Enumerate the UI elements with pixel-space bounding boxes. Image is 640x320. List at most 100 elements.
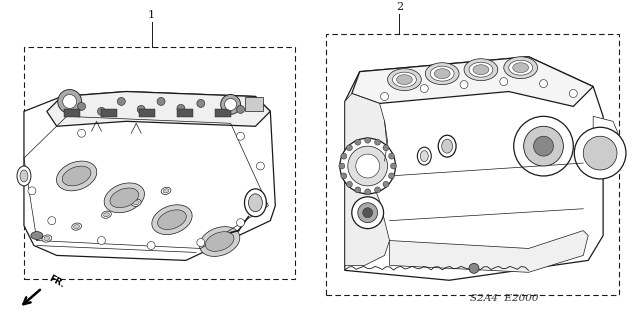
Circle shape [221, 94, 241, 114]
Ellipse shape [513, 63, 529, 73]
Polygon shape [390, 231, 588, 272]
Ellipse shape [434, 69, 450, 79]
Circle shape [365, 137, 371, 143]
Circle shape [97, 236, 106, 244]
Ellipse shape [74, 225, 79, 229]
Circle shape [514, 116, 573, 176]
Circle shape [117, 98, 125, 105]
Bar [140, 109, 155, 117]
Text: 2: 2 [396, 2, 403, 12]
Ellipse shape [430, 66, 454, 81]
Ellipse shape [31, 232, 43, 240]
Ellipse shape [161, 187, 171, 195]
Circle shape [237, 219, 244, 227]
Circle shape [352, 197, 383, 228]
Circle shape [540, 80, 547, 88]
Bar [24, 47, 294, 279]
Ellipse shape [104, 183, 145, 213]
Circle shape [147, 242, 155, 250]
Ellipse shape [205, 232, 234, 251]
Circle shape [137, 105, 145, 113]
Circle shape [363, 208, 372, 218]
Text: 1: 1 [148, 10, 155, 20]
Ellipse shape [133, 201, 139, 205]
Ellipse shape [56, 161, 97, 191]
Polygon shape [593, 116, 618, 166]
Circle shape [77, 129, 86, 137]
Circle shape [339, 163, 345, 169]
Circle shape [346, 181, 353, 187]
Circle shape [225, 99, 237, 110]
Polygon shape [345, 57, 603, 280]
Ellipse shape [509, 60, 532, 75]
Circle shape [374, 187, 381, 193]
Bar [177, 109, 193, 117]
Circle shape [341, 153, 347, 159]
Polygon shape [47, 92, 270, 126]
Polygon shape [24, 92, 275, 260]
Ellipse shape [388, 69, 421, 91]
Ellipse shape [20, 170, 28, 182]
Circle shape [257, 162, 264, 170]
Circle shape [97, 108, 106, 116]
Polygon shape [352, 57, 593, 107]
Circle shape [48, 217, 56, 225]
Circle shape [383, 181, 389, 187]
Ellipse shape [248, 194, 262, 212]
Bar [214, 109, 230, 117]
Bar [102, 109, 117, 117]
Text: S2A4  E2000: S2A4 E2000 [470, 294, 539, 303]
Ellipse shape [131, 199, 141, 206]
Ellipse shape [417, 147, 431, 165]
Text: FR.: FR. [47, 274, 66, 290]
Circle shape [358, 203, 378, 223]
Ellipse shape [397, 75, 412, 84]
Circle shape [469, 263, 479, 273]
Bar [246, 98, 264, 111]
Circle shape [356, 154, 380, 178]
Ellipse shape [110, 188, 139, 208]
Ellipse shape [104, 212, 109, 217]
Circle shape [583, 136, 617, 170]
Circle shape [77, 102, 86, 110]
Circle shape [348, 146, 388, 186]
Circle shape [63, 94, 77, 108]
Ellipse shape [102, 211, 111, 218]
Ellipse shape [157, 210, 186, 229]
Circle shape [383, 145, 389, 151]
Circle shape [197, 100, 205, 108]
Circle shape [340, 138, 396, 194]
Ellipse shape [464, 59, 498, 81]
Circle shape [177, 104, 185, 112]
Ellipse shape [17, 166, 31, 186]
Circle shape [460, 81, 468, 89]
Circle shape [237, 132, 244, 140]
Circle shape [381, 92, 388, 100]
Polygon shape [345, 93, 390, 265]
Ellipse shape [420, 151, 428, 162]
Ellipse shape [244, 189, 266, 217]
Ellipse shape [504, 57, 538, 79]
Circle shape [390, 163, 397, 169]
Circle shape [388, 153, 394, 159]
Ellipse shape [438, 135, 456, 157]
Ellipse shape [469, 62, 493, 77]
Circle shape [355, 187, 361, 193]
Ellipse shape [426, 63, 459, 84]
Ellipse shape [42, 235, 52, 242]
Ellipse shape [152, 205, 192, 235]
Circle shape [420, 84, 428, 92]
Ellipse shape [392, 72, 417, 87]
Ellipse shape [72, 223, 81, 230]
Circle shape [28, 187, 36, 195]
Circle shape [346, 145, 353, 151]
Ellipse shape [62, 166, 91, 186]
Circle shape [355, 139, 361, 145]
Bar [64, 109, 79, 117]
Circle shape [237, 105, 244, 113]
Circle shape [365, 189, 371, 195]
Bar [326, 34, 619, 295]
Circle shape [58, 90, 81, 113]
Circle shape [157, 98, 165, 105]
Circle shape [341, 173, 347, 179]
